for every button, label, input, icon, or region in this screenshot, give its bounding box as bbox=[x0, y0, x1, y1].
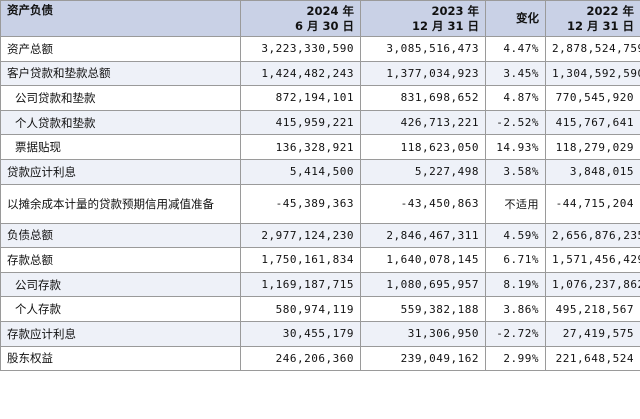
table-row: 公司存款 1,169,187,715 1,080,695,957 8.19% 1,076… bbox=[0, 271, 640, 298]
value-2023: 559,382,188 bbox=[360, 296, 486, 322]
table-row: 存款总额 1,750,161,834 1,640,078,145 6.71% 1,571… bbox=[0, 247, 640, 273]
value-2024: 246,206,360 bbox=[240, 345, 361, 372]
value-2022: 1,571,456,429 bbox=[545, 247, 640, 273]
value-2024: -45,389,363 bbox=[240, 183, 361, 224]
value-2024: 3,223,330,590 bbox=[240, 36, 361, 62]
value-change: 4.59% bbox=[485, 222, 546, 249]
value-2024: 30,455,179 bbox=[240, 320, 361, 347]
row-label: 贷款应计利息 bbox=[0, 158, 241, 185]
value-2023: 831,698,652 bbox=[360, 85, 486, 111]
value-2024: 1,169,187,715 bbox=[240, 271, 361, 298]
header-col-2023: 2023 年 12 月 31 日 bbox=[360, 0, 486, 37]
value-2022: 2,656,876,235 bbox=[545, 222, 640, 249]
header-col-change: 变化 bbox=[485, 0, 546, 37]
row-label: 存款应计利息 bbox=[0, 320, 241, 347]
value-2022: 27,419,575 bbox=[545, 320, 640, 347]
table-row: 存款应计利息 30,455,179 31,306,950 -2.72% 27,419,5… bbox=[0, 320, 640, 347]
table-row: 票据贴现 136,328,921 118,623,050 14.93% 118,279,… bbox=[0, 134, 640, 160]
value-2024: 580,974,119 bbox=[240, 296, 361, 322]
value-2022: 118,279,029 bbox=[545, 134, 640, 160]
value-change: 2.99% bbox=[485, 345, 546, 372]
value-change: 3.86% bbox=[485, 296, 546, 322]
header-label: 资产负债 bbox=[0, 0, 241, 37]
value-2024: 5,414,500 bbox=[240, 158, 361, 185]
row-label: 股东权益 bbox=[0, 345, 241, 372]
header-col-2022: 2022 年 12 月 31 日 bbox=[545, 0, 640, 37]
table-row: 资产总额 3,223,330,590 3,085,516,473 4.47% 2,878… bbox=[0, 36, 640, 62]
table-row: 以摊余成本计量的贷款预期信用减值准备 -45,389,363 -43,450,863… bbox=[0, 183, 640, 224]
header-col-2024-date: 6 月 30 日 bbox=[294, 18, 354, 33]
value-2022: -44,715,204 bbox=[545, 183, 640, 224]
value-change: 4.47% bbox=[485, 36, 546, 62]
header-col-2022-date: 12 月 31 日 bbox=[566, 18, 634, 33]
value-2023: 239,049,162 bbox=[360, 345, 486, 372]
row-label: 客户贷款和垫款总额 bbox=[0, 60, 241, 87]
value-change: 14.93% bbox=[485, 134, 546, 160]
header-col-2023-year: 2023 年 bbox=[431, 3, 479, 18]
value-2023: 2,846,467,311 bbox=[360, 222, 486, 249]
table-row: 贷款应计利息 5,414,500 5,227,498 3.58% 3,848,015 bbox=[0, 158, 640, 185]
value-change: 6.71% bbox=[485, 247, 546, 273]
value-2023: 426,713,221 bbox=[360, 109, 486, 136]
table-body: 资产总额 3,223,330,590 3,085,516,473 4.47% 2,878… bbox=[0, 36, 640, 372]
table-row: 股东权益 246,206,360 239,049,162 2.99% 221,648,5… bbox=[0, 345, 640, 372]
header-col-2023-date: 12 月 31 日 bbox=[411, 18, 479, 33]
row-label: 以摊余成本计量的贷款预期信用减值准备 bbox=[0, 183, 241, 224]
value-change: 3.45% bbox=[485, 60, 546, 87]
value-2024: 872,194,101 bbox=[240, 85, 361, 111]
value-2022: 1,304,592,590 bbox=[545, 60, 640, 87]
header-col-2024-year: 2024 年 bbox=[306, 3, 354, 18]
row-label: 资产总额 bbox=[0, 36, 241, 62]
row-label: 票据贴现 bbox=[0, 134, 241, 160]
header-row: 资产负债 2024 年 6 月 30 日 2023 年 12 月 31 日 变化… bbox=[0, 0, 640, 37]
balance-sheet-table: 资产负债 2024 年 6 月 30 日 2023 年 12 月 31 日 变化… bbox=[0, 0, 640, 372]
value-change: 8.19% bbox=[485, 271, 546, 298]
value-change: -2.52% bbox=[485, 109, 546, 136]
value-2022: 221,648,524 bbox=[545, 345, 640, 372]
value-2023: 1,640,078,145 bbox=[360, 247, 486, 273]
value-2022: 1,076,237,862 bbox=[545, 271, 640, 298]
row-label: 公司贷款和垫款 bbox=[0, 85, 241, 111]
value-2023: 5,227,498 bbox=[360, 158, 486, 185]
value-2023: 31,306,950 bbox=[360, 320, 486, 347]
value-2023: 118,623,050 bbox=[360, 134, 486, 160]
value-2024: 2,977,124,230 bbox=[240, 222, 361, 249]
table-row: 公司贷款和垫款 872,194,101 831,698,652 4.87% 770,54… bbox=[0, 85, 640, 111]
value-2024: 1,424,482,243 bbox=[240, 60, 361, 87]
row-label: 公司存款 bbox=[0, 271, 241, 298]
row-label: 个人存款 bbox=[0, 296, 241, 322]
value-2022: 770,545,920 bbox=[545, 85, 640, 111]
value-change: -2.72% bbox=[485, 320, 546, 347]
table-row: 个人存款 580,974,119 559,382,188 3.86% 495,218,5… bbox=[0, 296, 640, 322]
row-label: 存款总额 bbox=[0, 247, 241, 273]
value-2023: 3,085,516,473 bbox=[360, 36, 486, 62]
row-label: 个人贷款和垫款 bbox=[0, 109, 241, 136]
table-row: 负债总额 2,977,124,230 2,846,467,311 4.59% 2,656… bbox=[0, 222, 640, 249]
value-2024: 136,328,921 bbox=[240, 134, 361, 160]
value-change: 3.58% bbox=[485, 158, 546, 185]
value-change: 4.87% bbox=[485, 85, 546, 111]
value-2022: 495,218,567 bbox=[545, 296, 640, 322]
value-2022: 2,878,524,759 bbox=[545, 36, 640, 62]
table-row: 客户贷款和垫款总额 1,424,482,243 1,377,034,923 3.45%… bbox=[0, 60, 640, 87]
value-2023: 1,377,034,923 bbox=[360, 60, 486, 87]
value-2022: 3,848,015 bbox=[545, 158, 640, 185]
table-row: 个人贷款和垫款 415,959,221 426,713,221 -2.52% 415,7… bbox=[0, 109, 640, 136]
value-2023: -43,450,863 bbox=[360, 183, 486, 224]
value-2024: 415,959,221 bbox=[240, 109, 361, 136]
value-2023: 1,080,695,957 bbox=[360, 271, 486, 298]
value-2024: 1,750,161,834 bbox=[240, 247, 361, 273]
value-2022: 415,767,641 bbox=[545, 109, 640, 136]
row-label: 负债总额 bbox=[0, 222, 241, 249]
header-col-2024: 2024 年 6 月 30 日 bbox=[240, 0, 361, 37]
header-col-2022-year: 2022 年 bbox=[586, 3, 634, 18]
value-change: 不适用 bbox=[485, 183, 546, 224]
